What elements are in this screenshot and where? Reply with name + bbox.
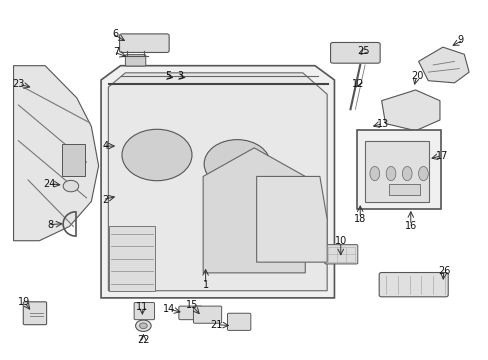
FancyBboxPatch shape [378, 273, 447, 297]
Ellipse shape [386, 166, 395, 181]
FancyBboxPatch shape [227, 313, 250, 330]
FancyBboxPatch shape [193, 306, 221, 323]
Text: 26: 26 [437, 266, 449, 276]
FancyBboxPatch shape [330, 42, 379, 63]
Text: 25: 25 [357, 46, 369, 57]
Text: 17: 17 [435, 151, 447, 161]
Text: 19: 19 [18, 297, 30, 307]
Text: 2: 2 [102, 195, 108, 204]
Text: 18: 18 [353, 214, 366, 224]
Text: 6: 6 [112, 28, 118, 39]
Bar [365, 141, 428, 202]
Text: 3: 3 [177, 71, 183, 81]
Text: 13: 13 [376, 118, 389, 129]
Ellipse shape [402, 166, 411, 181]
Circle shape [135, 320, 151, 332]
Text: 14: 14 [163, 304, 175, 314]
Text: 24: 24 [43, 179, 56, 189]
Text: 9: 9 [457, 35, 463, 45]
Text: 23: 23 [12, 79, 25, 89]
Polygon shape [203, 148, 305, 273]
FancyBboxPatch shape [125, 55, 145, 66]
Polygon shape [418, 47, 468, 83]
FancyBboxPatch shape [179, 306, 202, 320]
FancyBboxPatch shape [119, 34, 169, 53]
Polygon shape [109, 226, 154, 291]
FancyBboxPatch shape [324, 245, 357, 264]
Text: 22: 22 [137, 336, 149, 345]
Text: 15: 15 [185, 300, 198, 310]
Polygon shape [62, 144, 85, 176]
Text: 16: 16 [404, 221, 416, 231]
Text: 4: 4 [102, 141, 108, 151]
Circle shape [139, 323, 147, 329]
Text: 11: 11 [136, 302, 148, 312]
Text: 5: 5 [165, 71, 171, 81]
Text: 8: 8 [48, 220, 54, 230]
Text: 21: 21 [210, 320, 222, 330]
Ellipse shape [418, 166, 427, 181]
Circle shape [63, 180, 79, 192]
Polygon shape [256, 176, 326, 262]
Polygon shape [108, 73, 326, 291]
Bar [357, 130, 440, 209]
Text: 20: 20 [410, 71, 422, 81]
Polygon shape [14, 66, 99, 241]
Text: 7: 7 [113, 47, 119, 57]
Text: 10: 10 [334, 236, 346, 246]
FancyBboxPatch shape [23, 302, 46, 325]
Polygon shape [101, 66, 334, 298]
Bar [388, 184, 419, 195]
Ellipse shape [369, 166, 379, 181]
Polygon shape [381, 90, 439, 131]
Circle shape [122, 129, 192, 181]
FancyBboxPatch shape [134, 302, 154, 320]
Text: 1: 1 [202, 280, 208, 290]
Circle shape [203, 140, 270, 188]
Text: 12: 12 [352, 79, 364, 89]
